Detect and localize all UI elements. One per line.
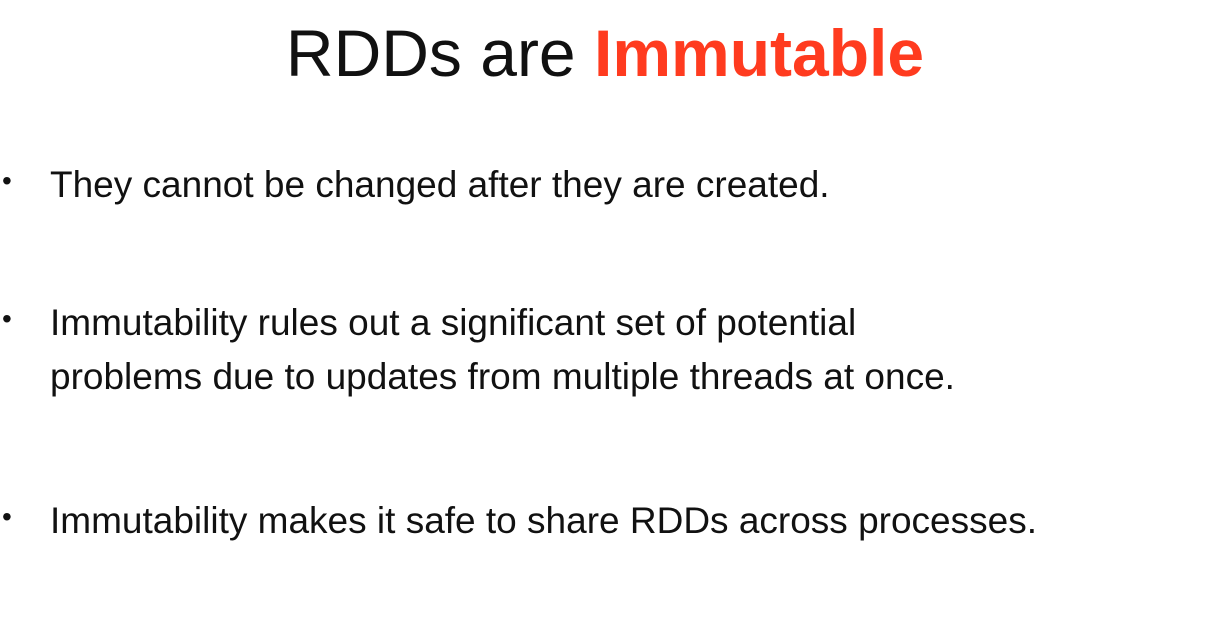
- bullet-icon: •: [2, 501, 12, 532]
- bullet-text: Immutability makes it safe to share RDDs…: [50, 494, 1200, 548]
- bullet-text: They cannot be changed after they are cr…: [50, 158, 1200, 212]
- bullet-line: problems due to updates from multiple th…: [50, 356, 955, 397]
- bullet-line: They cannot be changed after they are cr…: [50, 164, 830, 205]
- bullet-icon: •: [2, 165, 12, 196]
- title-prefix: RDDs are: [285, 16, 594, 90]
- title-highlight: Immutable: [593, 16, 925, 90]
- bullet-text: Immutability rules out a significant set…: [50, 296, 1200, 404]
- bullet-line: Immutability makes it safe to share RDDs…: [50, 500, 1037, 541]
- slide-title: RDDs are Immutable: [0, 8, 1210, 98]
- bullet-line: Immutability rules out a significant set…: [50, 302, 857, 343]
- bullet-icon: •: [2, 303, 12, 334]
